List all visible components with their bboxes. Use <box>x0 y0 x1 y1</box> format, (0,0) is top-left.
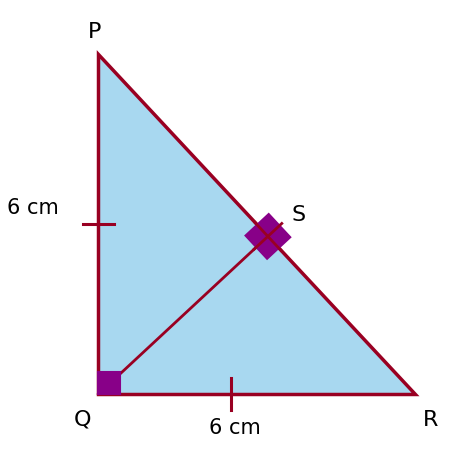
Polygon shape <box>99 373 120 394</box>
Text: 6 cm: 6 cm <box>209 418 261 438</box>
Polygon shape <box>246 214 290 259</box>
Text: S: S <box>292 205 306 225</box>
Text: P: P <box>88 22 101 42</box>
Text: Q: Q <box>74 410 91 430</box>
Polygon shape <box>99 54 415 394</box>
Text: 6 cm: 6 cm <box>7 198 59 218</box>
Text: R: R <box>423 410 438 430</box>
